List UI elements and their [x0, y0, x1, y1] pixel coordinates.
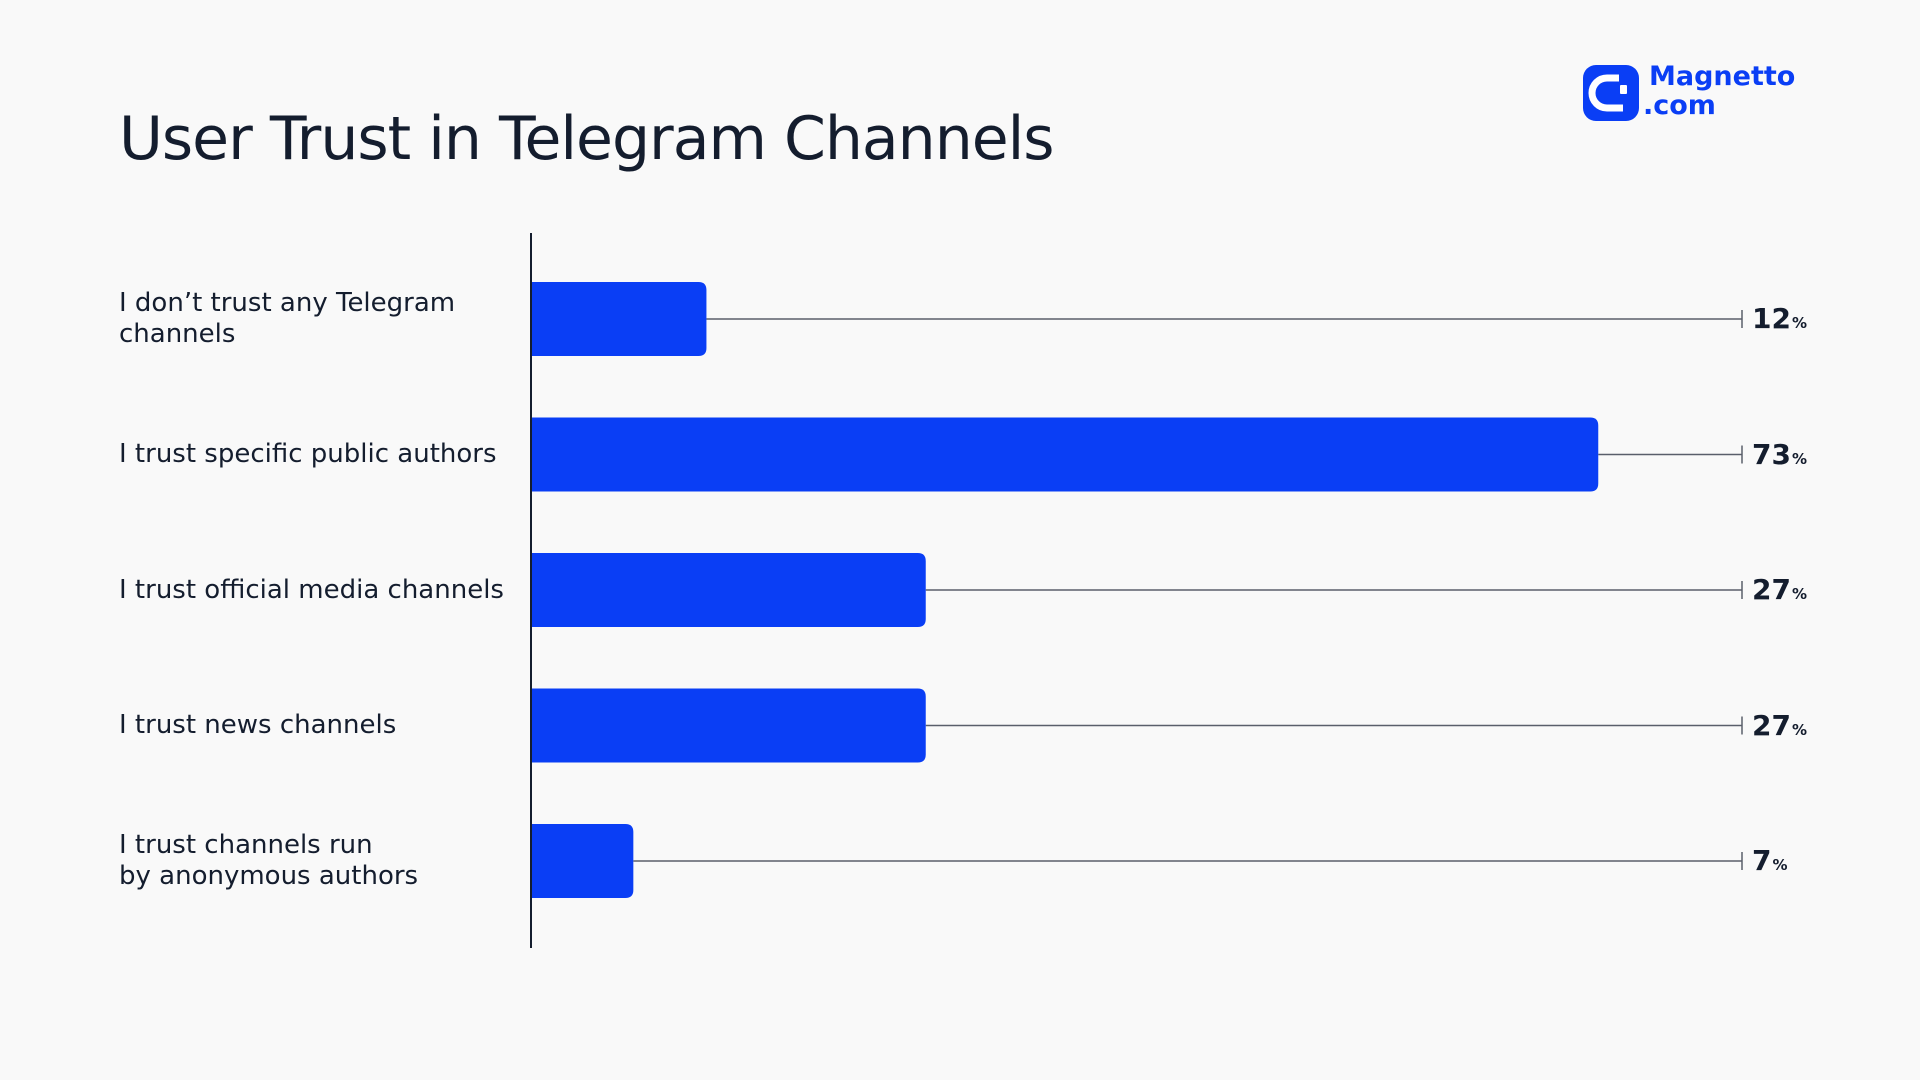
category-label: I trust specific public authors	[119, 439, 497, 469]
bar	[531, 688, 926, 763]
data-label-unit: %	[1772, 856, 1788, 874]
category-label: I trust news channels	[119, 710, 397, 740]
bar	[531, 553, 926, 627]
data-label-unit: %	[1791, 314, 1807, 332]
data-label: 7%	[1752, 846, 1788, 880]
data-label-unit: %	[1791, 720, 1807, 739]
category-label: I don’t trust any Telegram channels	[119, 288, 456, 349]
bar	[531, 824, 634, 898]
data-label: 73%	[1752, 437, 1807, 474]
category-label: I trust official media channels	[119, 574, 504, 605]
data-label-unit: %	[1791, 449, 1807, 468]
bar	[531, 417, 1599, 492]
data-label: 12%	[1752, 304, 1807, 338]
data-label-value: 12	[1752, 302, 1791, 335]
category-label: I trust channels run by anonymous author…	[119, 830, 419, 891]
data-label-value: 73	[1752, 437, 1791, 471]
data-label-value: 27	[1752, 708, 1791, 742]
brand-name-line2: .com	[1643, 90, 1716, 121]
data-label-value: 27	[1752, 573, 1791, 606]
magnet-logo-icon	[1583, 65, 1639, 121]
brand-logo[interactable]: Magnetto .com	[1583, 62, 1805, 124]
brand-name-line1: Magnetto	[1649, 61, 1796, 92]
data-label-value: 7	[1752, 844, 1772, 877]
data-label: 27%	[1752, 708, 1807, 745]
data-label-unit: %	[1791, 585, 1807, 603]
bar	[531, 282, 707, 356]
page-title: User Trust in Telegram Channels	[119, 104, 1055, 174]
data-label: 27%	[1752, 575, 1807, 609]
brand-name: Magnetto .com	[1643, 61, 1809, 120]
